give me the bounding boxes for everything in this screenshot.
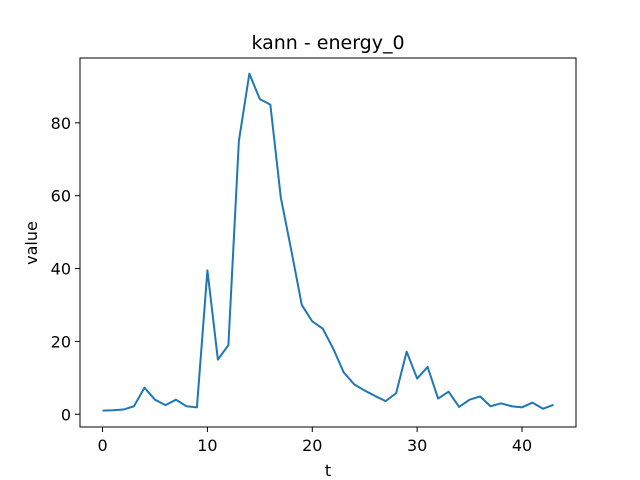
chart-title: kann - energy_0 xyxy=(251,32,404,54)
x-axis-title: t xyxy=(325,461,331,480)
x-tick-label: 20 xyxy=(302,436,322,455)
plot-area xyxy=(102,72,554,412)
series-line xyxy=(102,72,554,412)
plot-frame xyxy=(79,57,577,428)
y-tick-label: 40 xyxy=(51,260,71,279)
y-axis-title: value xyxy=(22,221,41,265)
x-tick-label: 40 xyxy=(512,436,532,455)
y-axis: 0 20 40 60 80 xyxy=(51,114,80,424)
x-tick-label: 10 xyxy=(197,436,217,455)
x-tick-label: 30 xyxy=(407,436,427,455)
x-axis: 0 10 20 30 40 xyxy=(97,427,532,455)
y-tick-label: 60 xyxy=(51,187,71,206)
y-tick-label: 20 xyxy=(51,332,71,351)
x-tick-label: 0 xyxy=(97,436,107,455)
y-tick-label: 80 xyxy=(51,114,71,133)
y-tick-label: 0 xyxy=(61,405,71,424)
